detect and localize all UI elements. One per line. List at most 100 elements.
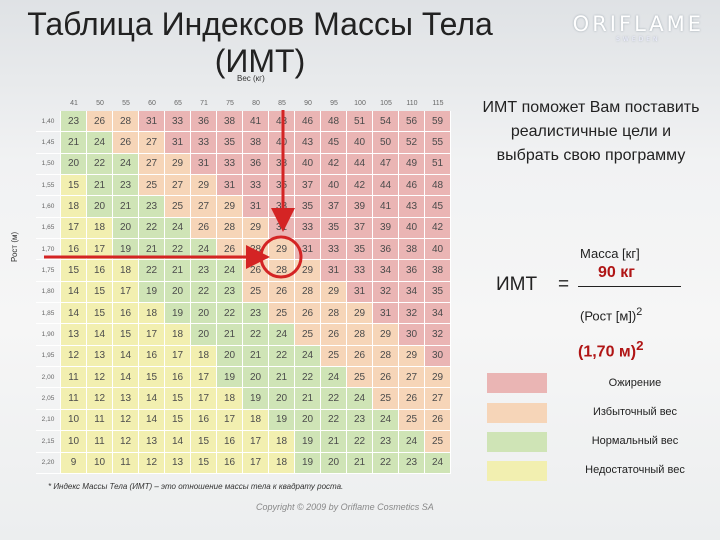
bmi-cell: 12 [113, 409, 139, 432]
copyright: Copyright © 2009 by Oriflame Cosmetics S… [256, 502, 434, 512]
bmi-cell: 19 [295, 452, 321, 474]
bmi-cell: 19 [295, 431, 321, 453]
bmi-cell: 28 [217, 217, 243, 240]
bmi-cell: 11 [113, 452, 139, 474]
bmi-cell: 22 [139, 217, 165, 240]
bmi-cell: 13 [61, 324, 87, 346]
bmi-cell: 23 [399, 452, 425, 474]
bmi-cell: 21 [113, 196, 139, 218]
bmi-cell: 25 [269, 303, 295, 325]
bmi-cell: 21 [139, 239, 165, 261]
bmi-cell: 43 [295, 132, 321, 154]
bmi-cell: 39 [373, 217, 399, 240]
bmi-cell: 33 [269, 196, 295, 218]
bmi-cell: 24 [269, 324, 295, 346]
bmi-cell: 18 [165, 324, 191, 346]
bmi-cell: 45 [425, 196, 451, 218]
bmi-cell: 13 [139, 431, 165, 453]
bmi-cell: 22 [347, 431, 373, 453]
bmi-cell: 23 [191, 260, 217, 282]
bmi-cell: 24 [295, 345, 321, 368]
bmi-cell: 15 [61, 260, 87, 282]
bmi-cell: 23 [139, 196, 165, 218]
weight-header: 105 [380, 100, 392, 107]
height-header: 1,80 [36, 281, 61, 304]
bmi-cell: 31 [243, 196, 269, 218]
bmi-cell: 48 [425, 175, 451, 197]
bmi-cell: 15 [87, 303, 113, 325]
bmi-cell: 25 [347, 367, 373, 389]
legend-label-overweight: Избыточный вес [592, 406, 678, 418]
bmi-cell: 25 [425, 431, 451, 453]
bmi-cell: 40 [347, 132, 373, 154]
bmi-cell: 43 [269, 111, 295, 133]
bmi-cell: 17 [165, 345, 191, 368]
weight-header: 115 [432, 100, 444, 107]
bmi-cell: 25 [243, 281, 269, 304]
bmi-cell: 46 [295, 111, 321, 133]
bmi-cell: 34 [425, 303, 451, 325]
bmi-cell: 16 [191, 409, 217, 432]
weight-header: 50 [96, 100, 104, 107]
bmi-cell: 26 [113, 132, 139, 154]
bmi-cell: 23 [373, 431, 399, 453]
height-axis-label: Рост (м) [10, 231, 19, 262]
bmi-cell: 28 [295, 281, 321, 304]
height-header: 2,10 [36, 409, 61, 432]
weight-header: 90 [304, 100, 312, 107]
bmi-cell: 22 [295, 367, 321, 389]
bmi-cell: 25 [295, 324, 321, 346]
bmi-cell: 31 [191, 153, 217, 176]
bmi-cell: 11 [87, 409, 113, 432]
bmi-cell: 14 [139, 388, 165, 410]
denominator-label: (Рост [м])2 [580, 306, 643, 324]
bmi-cell: 40 [321, 175, 347, 197]
bmi-cell: 24 [321, 367, 347, 389]
bmi-cell: 13 [165, 452, 191, 474]
bmi-cell: 27 [139, 132, 165, 154]
bmi-cell: 10 [61, 409, 87, 432]
legend-label-under: Недостаточный вес [585, 464, 685, 476]
bmi-cell: 26 [269, 281, 295, 304]
bmi-cell: 26 [425, 409, 451, 432]
bmi-cell: 44 [347, 153, 373, 176]
bmi-cell: 16 [61, 239, 87, 261]
bmi-cell: 25 [139, 175, 165, 197]
bmi-cell: 32 [399, 303, 425, 325]
bmi-cell: 29 [269, 239, 295, 261]
bmi-cell: 20 [61, 153, 87, 176]
bmi-cell: 29 [373, 324, 399, 346]
weight-header: 80 [252, 100, 260, 107]
bmi-cell: 36 [243, 153, 269, 176]
bmi-cell: 12 [139, 452, 165, 474]
bmi-cell: 16 [87, 260, 113, 282]
bmi-cell: 14 [139, 409, 165, 432]
bmi-cell: 29 [165, 153, 191, 176]
bmi-cell: 29 [217, 196, 243, 218]
bmi-cell: 24 [87, 132, 113, 154]
height-header: 1,90 [36, 324, 61, 346]
bmi-cell: 20 [113, 217, 139, 240]
formula-label: ИМТ [496, 274, 538, 295]
height-header: 1,60 [36, 196, 61, 218]
bmi-cell: 17 [61, 217, 87, 240]
bmi-cell: 21 [295, 388, 321, 410]
logo-text: ORIFLAME [572, 12, 704, 36]
bmi-cell: 40 [269, 132, 295, 154]
bmi-cell: 52 [399, 132, 425, 154]
bmi-cell: 17 [243, 431, 269, 453]
bmi-cell: 18 [61, 196, 87, 218]
legend-swatch-overweight [487, 403, 547, 423]
bmi-cell: 38 [399, 239, 425, 261]
bmi-cell: 15 [191, 452, 217, 474]
legend-label-normal: Нормальный вес [591, 435, 679, 447]
weight-header: 55 [122, 100, 130, 107]
bmi-cell: 18 [191, 345, 217, 368]
bmi-cell: 15 [165, 388, 191, 410]
bmi-cell: 23 [61, 111, 87, 133]
bmi-cell: 33 [321, 239, 347, 261]
bmi-cell: 38 [269, 153, 295, 176]
bmi-cell: 25 [165, 196, 191, 218]
bmi-cell: 18 [269, 452, 295, 474]
bmi-cell: 20 [321, 452, 347, 474]
